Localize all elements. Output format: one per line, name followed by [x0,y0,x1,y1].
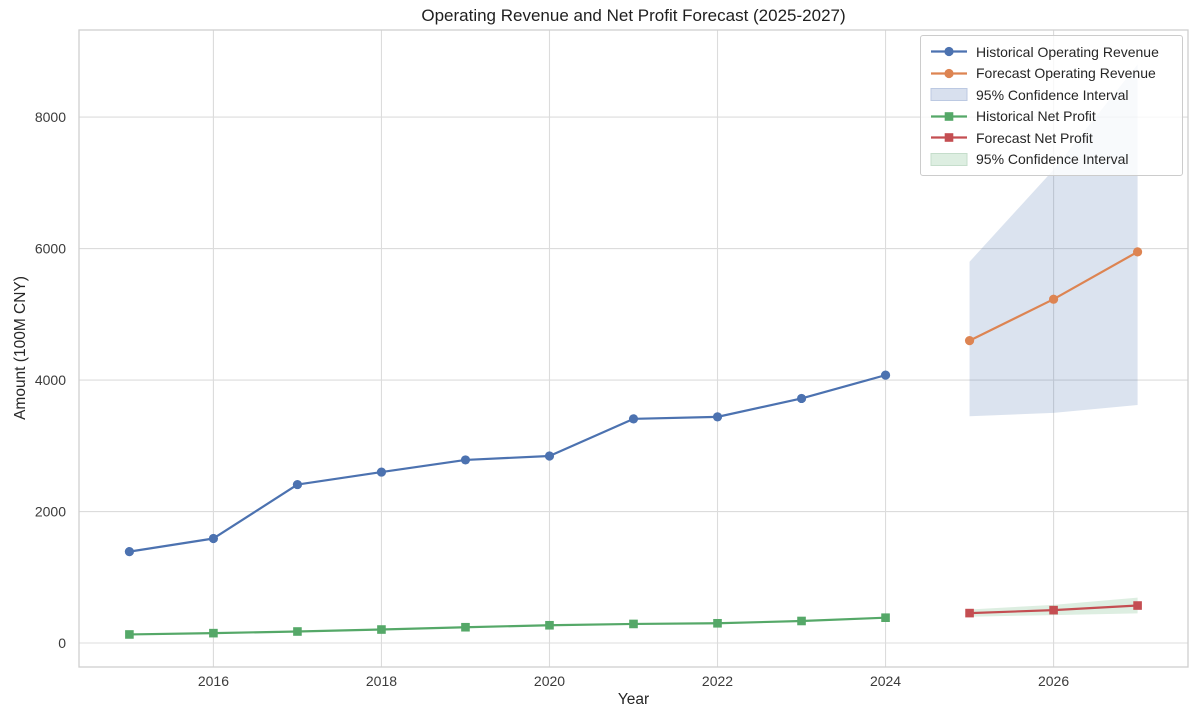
data-point-marker [1132,247,1143,257]
line-swatch-graphic [931,47,967,57]
x-tick-label: 2026 [1038,673,1069,689]
data-point-marker [124,547,135,557]
data-point-marker [1048,294,1059,304]
y-axis-label: Amount (100M CNY) [12,276,29,420]
legend-label: Historical Net Profit [976,108,1096,125]
legend-band-swatch-icon [930,152,968,167]
legend-item: Forecast Operating Revenue [930,63,1173,84]
legend-label: Forecast Net Profit [976,129,1093,146]
legend-line-square-swatch-icon [930,109,968,124]
legend: Historical Operating Revenue Forecast Op… [920,35,1183,176]
data-point-marker [629,619,638,629]
page-title: Operating Revenue and Net Profit Forecas… [421,6,846,25]
data-point-marker [1049,605,1058,615]
x-tick-label: 2020 [534,673,565,689]
x-tick-label: 2016 [198,673,229,689]
x-tick-label: 2018 [366,673,397,689]
data-point-marker [377,625,386,634]
y-tick-label: 6000 [35,241,66,257]
data-point-marker [880,370,891,380]
legend-item: 95% Confidence Interval [930,149,1173,170]
data-point-marker [796,393,807,404]
series-line [128,616,887,636]
band-swatch-graphic [930,88,968,102]
data-point-marker [292,479,303,490]
y-tick-label: 4000 [35,372,66,388]
line-swatch-graphic [931,68,967,78]
series-line [128,374,887,553]
data-point-marker [125,630,134,639]
legend-label: 95% Confidence Interval [976,86,1129,103]
legend-line-circle-swatch-icon [930,44,968,59]
legend-band-swatch-icon [930,87,968,102]
y-tick-label: 0 [58,635,66,651]
data-point-marker [881,613,890,622]
data-point-marker [208,533,219,544]
line-swatch-graphic [931,133,967,143]
x-tick-label: 2024 [870,673,901,689]
data-point-marker [628,414,639,424]
legend-item: 95% Confidence Interval [930,84,1173,105]
legend-label: Forecast Operating Revenue [976,65,1156,82]
data-point-marker [460,455,471,465]
data-point-marker [713,618,722,628]
x-axis-label: Year [617,691,650,708]
legend-label: Historical Operating Revenue [976,43,1159,60]
data-point-marker [545,620,554,630]
data-point-marker [293,627,302,636]
legend-line-circle-swatch-icon [930,66,968,81]
legend-label: 95% Confidence Interval [976,151,1129,168]
band-swatch-graphic [930,152,968,166]
data-point-marker [209,628,218,638]
legend-item: Historical Net Profit [930,106,1173,127]
data-point-marker [797,616,806,626]
data-point-marker [964,336,975,346]
legend-line-square-swatch-icon [930,130,968,145]
y-tick-label: 2000 [35,504,66,520]
plot-border [78,29,1189,668]
legend-item: Historical Operating Revenue [930,41,1173,62]
line-swatch-graphic [931,111,967,121]
data-point-marker [461,622,470,632]
data-point-marker [376,467,387,477]
data-point-marker [1133,601,1142,610]
data-point-marker [544,451,555,461]
data-point-marker [965,608,974,618]
y-tick-label: 8000 [35,109,66,125]
data-point-marker [712,412,723,422]
x-tick-label: 2022 [702,673,733,689]
legend-item: Forecast Net Profit [930,127,1173,148]
